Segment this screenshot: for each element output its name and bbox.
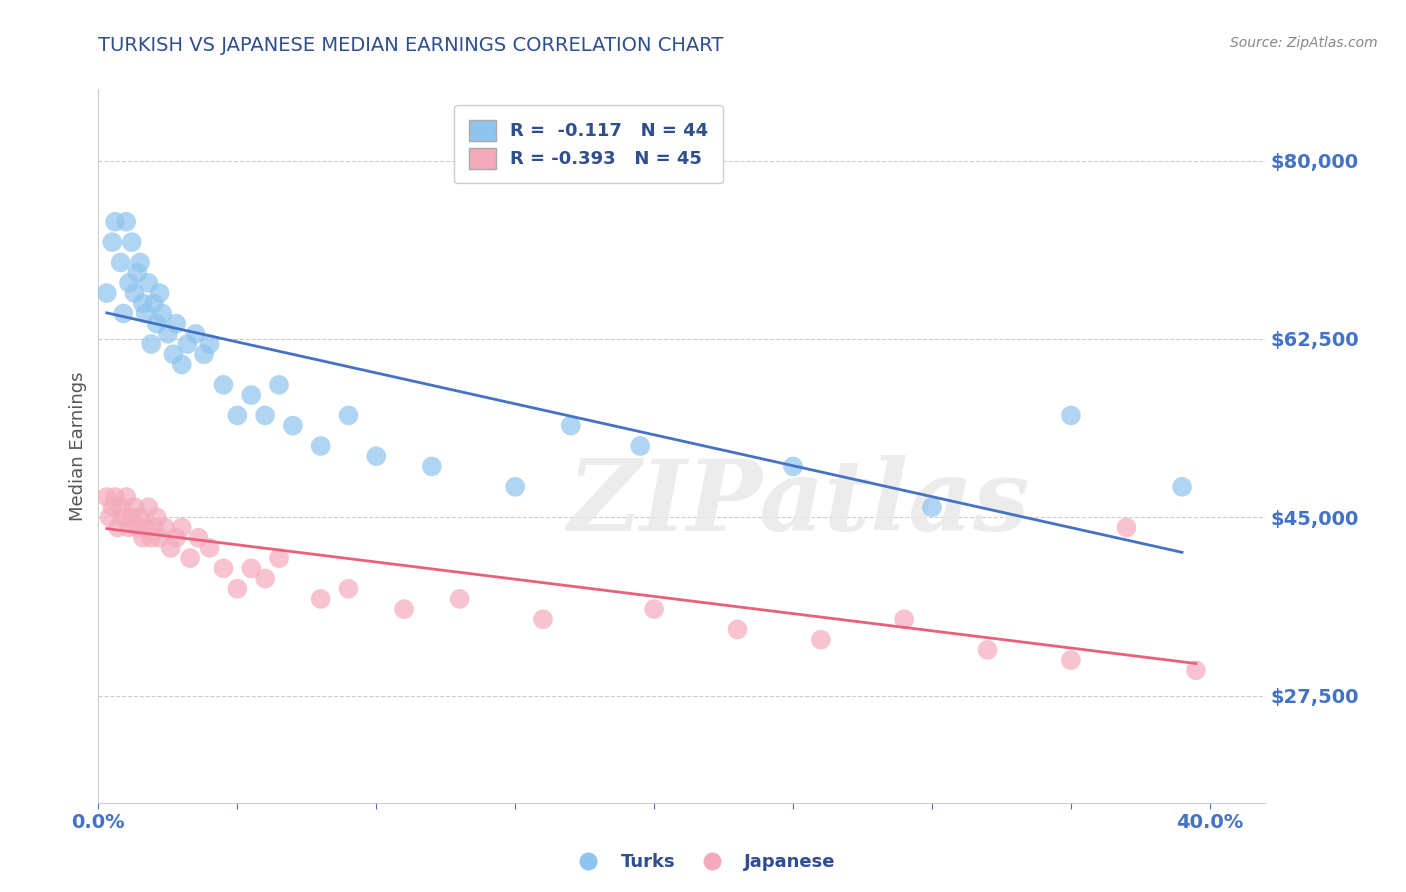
Point (143, 520, 166, 534)
Point (1060, 653, 1083, 667)
Legend: R =  -0.117   N = 44, R = -0.393   N = 45: R = -0.117 N = 44, R = -0.393 N = 45 (454, 105, 723, 183)
Point (170, 520, 193, 534)
Point (628, 439, 651, 453)
Point (153, 520, 176, 534)
Point (146, 317, 169, 331)
Point (198, 337, 221, 351)
Point (118, 520, 141, 534)
Point (138, 276, 160, 290)
Point (366, 449, 388, 463)
Point (104, 490, 127, 504)
Point (141, 531, 163, 545)
Point (212, 377, 235, 392)
Point (112, 510, 135, 524)
Point (254, 572, 277, 586)
Point (449, 591, 471, 606)
Point (129, 255, 152, 269)
Point (643, 602, 665, 616)
Point (124, 500, 146, 515)
Point (127, 266, 149, 280)
Point (531, 612, 554, 626)
Y-axis label: Median Earnings: Median Earnings (69, 371, 87, 521)
Point (118, 276, 141, 290)
Point (146, 510, 169, 524)
Point (212, 561, 235, 575)
Point (127, 520, 149, 534)
Point (560, 418, 582, 433)
Point (226, 582, 249, 596)
Point (150, 306, 173, 320)
Point (148, 286, 170, 301)
Point (503, 480, 526, 494)
Point (96, 490, 118, 504)
Point (107, 520, 129, 534)
Point (309, 439, 332, 453)
Point (98, 510, 121, 524)
Point (267, 551, 290, 566)
Point (165, 531, 187, 545)
Point (1115, 520, 1137, 534)
Point (240, 561, 263, 575)
Point (727, 623, 749, 637)
Point (179, 551, 201, 566)
Point (309, 591, 332, 606)
Point (337, 582, 360, 596)
Point (1185, 663, 1208, 677)
Point (976, 643, 998, 657)
Point (187, 531, 209, 545)
Point (141, 337, 163, 351)
Point (159, 541, 181, 555)
Point (1060, 409, 1083, 423)
Point (143, 296, 166, 310)
Point (121, 235, 143, 249)
Point (132, 296, 155, 310)
Point (337, 409, 360, 423)
Point (138, 500, 160, 515)
Point (782, 459, 804, 474)
Point (198, 541, 221, 555)
Text: ZIPatlas: ZIPatlas (568, 455, 1029, 551)
Point (110, 255, 132, 269)
Point (226, 409, 249, 423)
Point (148, 531, 170, 545)
Point (254, 409, 277, 423)
Point (101, 500, 124, 515)
Point (110, 500, 132, 515)
Point (112, 306, 135, 320)
Point (281, 418, 304, 433)
Point (165, 317, 187, 331)
Text: Source: ZipAtlas.com: Source: ZipAtlas.com (1230, 36, 1378, 50)
Point (810, 632, 832, 647)
Point (240, 388, 263, 402)
Point (96, 286, 118, 301)
Point (184, 326, 207, 341)
Point (135, 520, 157, 534)
Point (132, 531, 155, 545)
Point (170, 358, 193, 372)
Point (392, 602, 415, 616)
Point (267, 377, 290, 392)
Point (115, 490, 138, 504)
Point (193, 347, 215, 361)
Point (162, 347, 184, 361)
Legend: Turks, Japanese: Turks, Japanese (564, 847, 842, 879)
Point (921, 500, 943, 515)
Point (104, 215, 127, 229)
Point (101, 235, 124, 249)
Point (124, 286, 146, 301)
Point (156, 326, 179, 341)
Point (420, 459, 443, 474)
Point (121, 510, 143, 524)
Point (135, 306, 157, 320)
Text: TURKISH VS JAPANESE MEDIAN EARNINGS CORRELATION CHART: TURKISH VS JAPANESE MEDIAN EARNINGS CORR… (98, 36, 724, 54)
Point (115, 215, 138, 229)
Point (129, 510, 152, 524)
Point (893, 612, 915, 626)
Point (176, 337, 198, 351)
Point (1171, 480, 1194, 494)
